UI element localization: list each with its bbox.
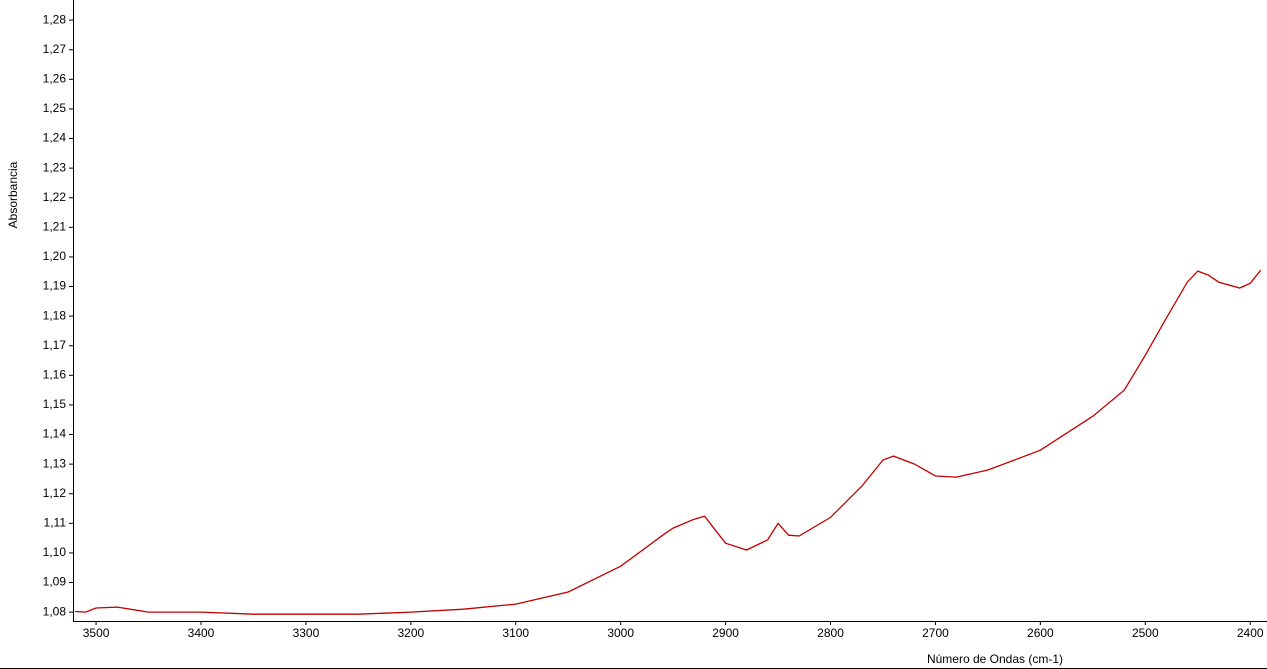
y-tick-label: 1,27 (43, 42, 67, 56)
y-axis-label: Absorbancia (6, 161, 20, 228)
y-tick-label: 1,09 (43, 575, 67, 589)
y-tick-label: 1,17 (43, 338, 67, 352)
y-tick-label: 1,26 (43, 71, 67, 85)
x-tick-label: 3100 (502, 626, 529, 640)
y-tick-label: 1,14 (43, 427, 67, 441)
x-tick-label: 3400 (188, 626, 215, 640)
y-tick-label: 1,11 (44, 515, 67, 529)
y-tick-label: 1,16 (43, 367, 67, 381)
y-tick-label: 1,24 (43, 131, 67, 145)
x-tick-label: 3500 (83, 626, 110, 640)
x-tick-label: 2900 (712, 626, 739, 640)
y-tick-label: 1,10 (43, 545, 67, 559)
y-tick-label: 1,21 (43, 219, 67, 233)
y-tick-label: 1,19 (43, 279, 67, 293)
y-tick-label: 1,08 (43, 604, 67, 618)
x-axis-label: Número de Ondas (cm-1) (927, 652, 1063, 666)
x-tick-label: 2700 (922, 626, 949, 640)
y-tick-label: 1,12 (43, 486, 67, 500)
spectrum-line (75, 269, 1262, 615)
y-tick-label: 1,20 (43, 249, 67, 263)
x-tick-label: 3300 (293, 626, 320, 640)
y-tick-label: 1,18 (43, 308, 67, 322)
x-tick-label: 2600 (1027, 626, 1054, 640)
y-tick-label: 1,15 (43, 397, 67, 411)
y-tick-label: 1,23 (43, 160, 67, 174)
y-tick-label: 1,28 (43, 12, 67, 26)
y-tick-label: 1,13 (43, 456, 67, 470)
x-tick-label: 2800 (817, 626, 844, 640)
x-tick-label: 3000 (607, 626, 634, 640)
x-tick-label: 2500 (1132, 626, 1159, 640)
x-tick-label: 3200 (397, 626, 424, 640)
y-tick-label: 1,22 (43, 190, 67, 204)
y-tick-label: 1,25 (43, 101, 67, 115)
x-tick-label: 2400 (1237, 626, 1264, 640)
